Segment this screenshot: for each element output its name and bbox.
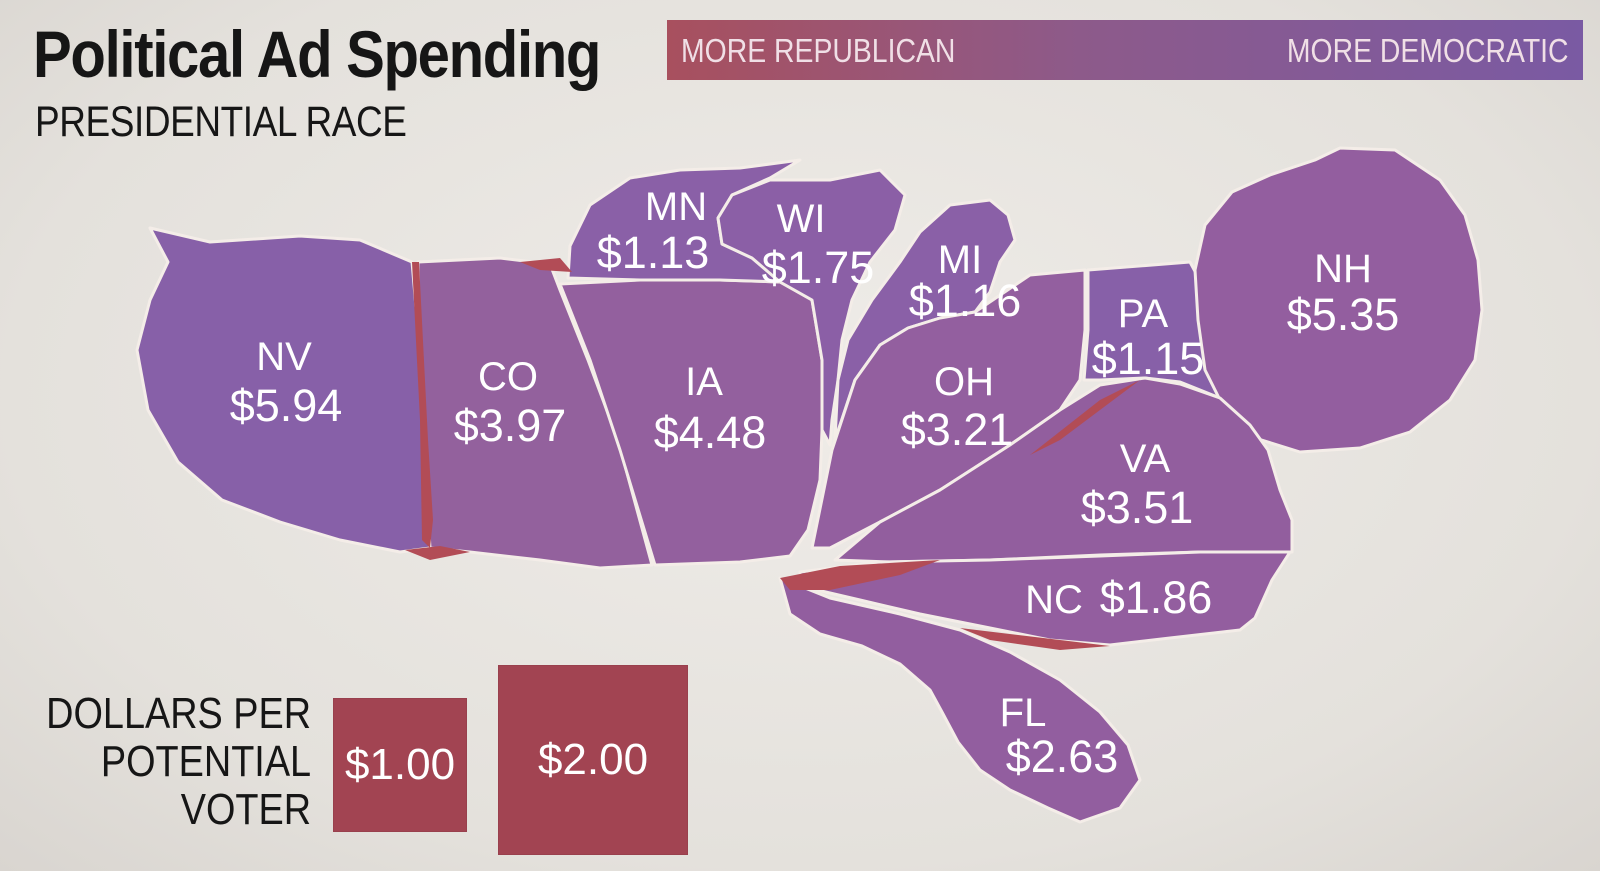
size-legend-line-3: VOTER — [180, 785, 311, 834]
size-legend-line-2: POTENTIAL — [100, 737, 311, 786]
legend-republican-label: MORE REPUBLICAN — [681, 32, 956, 69]
state-label-va: VA — [1120, 437, 1171, 481]
republican-sliver-bottom — [405, 546, 470, 560]
state-amount-va: $3.51 — [1081, 482, 1194, 533]
state-amount-nv: $5.94 — [230, 380, 343, 431]
state-amount-ia: $4.48 — [654, 407, 767, 458]
state-label-fl: FL — [1000, 691, 1047, 735]
state-labels: NV $5.94 CO $3.97 IA $4.48 MN $1.13 WI $… — [230, 185, 1400, 782]
state-shape-nc[interactable] — [798, 550, 1292, 647]
state-amount-pa: $1.15 — [1092, 333, 1205, 384]
size-legend-box-small: $1.00 — [333, 698, 467, 832]
size-legend-line-1: DOLLARS PER — [46, 689, 311, 738]
state-amount-wi: $1.75 — [762, 242, 875, 293]
state-label-oh: OH — [934, 360, 994, 404]
state-label-mn: MN — [645, 185, 707, 229]
state-amount-nc: $1.86 — [1100, 572, 1213, 623]
size-legend-label: DOLLARS PER POTENTIAL VOTER — [46, 690, 311, 834]
partisan-color-legend: MORE REPUBLICAN MORE DEMOCRATIC — [667, 20, 1583, 80]
size-legend-box-large: $2.00 — [498, 665, 688, 855]
state-shape-wi[interactable] — [716, 168, 907, 447]
state-label-mi: MI — [938, 238, 982, 282]
republican-slivers — [405, 258, 1140, 650]
republican-sliver-va-oh — [1030, 380, 1140, 455]
republican-sliver-nc-fl — [960, 628, 1110, 650]
page-subtitle: PRESIDENTIAL RACE — [35, 98, 407, 146]
page-title: Political Ad Spending — [33, 17, 601, 91]
state-amount-co: $3.97 — [454, 400, 567, 451]
state-label-nc: NC — [1025, 578, 1083, 622]
state-label-wi: WI — [777, 197, 826, 241]
state-amount-mn: $1.13 — [597, 227, 710, 278]
state-amount-mi: $1.16 — [909, 275, 1022, 326]
state-amount-fl: $2.63 — [1006, 731, 1119, 782]
state-label-nh: NH — [1314, 247, 1372, 291]
state-label-co: CO — [478, 355, 538, 399]
republican-sliver-nv-co — [412, 262, 433, 548]
republican-sliver-corridor — [780, 560, 940, 590]
state-label-pa: PA — [1118, 292, 1169, 336]
state-shape-oh[interactable] — [810, 268, 1087, 550]
state-label-nv: NV — [256, 335, 312, 379]
republican-sliver-top — [520, 258, 572, 272]
state-shape-fl[interactable] — [778, 576, 1142, 824]
state-shapes — [135, 146, 1484, 824]
state-amount-oh: $3.21 — [901, 404, 1014, 455]
state-shape-nv[interactable] — [135, 226, 432, 554]
state-amount-nh: $5.35 — [1287, 289, 1400, 340]
legend-democratic-label: MORE DEMOCRATIC — [1287, 32, 1569, 69]
state-label-ia: IA — [685, 360, 723, 404]
